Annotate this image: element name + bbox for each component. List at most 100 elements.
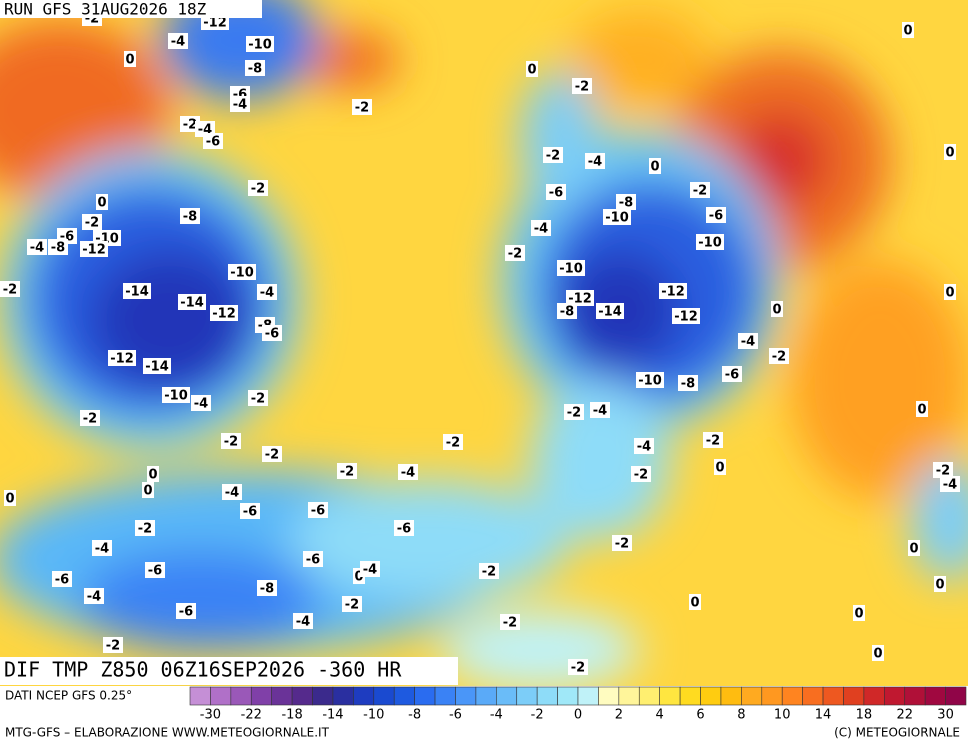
contour-label: -4	[233, 98, 247, 113]
contour-label-box	[221, 433, 241, 449]
contour-label-box	[940, 476, 960, 492]
contour-label-box	[557, 303, 577, 319]
legend-tick-label: 18	[856, 708, 873, 723]
contour-label-box	[176, 603, 196, 619]
contour-label-box	[246, 36, 274, 52]
contour-label-box	[703, 432, 723, 448]
contour-label-box	[908, 540, 920, 556]
contour-label-box	[696, 234, 724, 250]
contour-label-box	[568, 659, 588, 675]
run-label: RUN GFS 31AUG2026 18Z	[4, 0, 207, 19]
legend-swatch	[210, 686, 232, 706]
contour-label: -12	[82, 243, 106, 258]
contour-label: -2	[265, 448, 279, 463]
contour-label: 0	[690, 596, 699, 611]
contour-labels: -2 -12-4 -100-8-6-4 -20-2-2 -4-6-20-8-2-6 -10…	[0, 10, 960, 676]
legend-tick-label: 4	[656, 708, 664, 723]
contour-label-box	[443, 434, 463, 450]
contour-label-box	[178, 294, 206, 310]
contour-label-box	[634, 438, 654, 454]
contour-label-box	[180, 208, 200, 224]
legend-swatch	[373, 686, 395, 706]
legend-swatch	[332, 686, 354, 706]
legend-swatch	[741, 686, 763, 706]
legend-swatch	[455, 686, 477, 706]
contour-label-box	[590, 402, 610, 418]
legend-swatch	[638, 686, 660, 706]
contour-label-box	[80, 410, 100, 426]
contour-label-box	[240, 503, 260, 519]
legend-swatch	[904, 686, 926, 706]
contour-label: -8	[183, 210, 197, 225]
contour-label-box	[531, 220, 551, 236]
contour-label-box	[572, 78, 592, 94]
contour-label: -2	[355, 101, 369, 116]
run-box	[0, 0, 262, 18]
contour-label: -4	[363, 563, 377, 578]
contour-label-box	[352, 99, 372, 115]
map-field	[0, 0, 968, 686]
legend-tick-label: -4	[490, 708, 503, 723]
legend-swatch	[884, 686, 906, 706]
contour-label: -14	[598, 305, 622, 320]
contour-label-box	[631, 466, 651, 482]
contour-label: -8	[260, 582, 274, 597]
contour-label-box	[557, 260, 585, 276]
contour-label: -4	[741, 335, 755, 350]
contour-label: -2	[693, 184, 707, 199]
contour-label-box	[248, 390, 268, 406]
contour-label: -2	[106, 639, 120, 654]
contour-label: -4	[593, 404, 607, 419]
contour-label: -2	[936, 464, 950, 479]
legend-swatch	[679, 686, 701, 706]
contour-label: 0	[909, 542, 918, 557]
legend-tick-label: 22	[896, 708, 913, 723]
legend-tick-label: -8	[408, 708, 421, 723]
legend-tick-label: -14	[322, 708, 343, 723]
contour-label: -6	[549, 186, 563, 201]
contour-label: -10	[638, 374, 662, 389]
contour-label: -2	[575, 80, 589, 95]
legend-swatch	[924, 686, 946, 706]
contour-label-box	[526, 61, 538, 77]
contour-label: -2	[571, 661, 585, 676]
legend-swatch	[802, 686, 824, 706]
contour-label: -2	[340, 465, 354, 480]
contour-label: 0	[148, 468, 157, 483]
legend-swatch	[516, 686, 538, 706]
contour-label: -8	[681, 377, 695, 392]
contour-label-box	[84, 588, 104, 604]
contour-label: -2	[183, 118, 197, 133]
legend-tick-label: 30	[937, 708, 954, 723]
contour-label-box	[222, 484, 242, 500]
contour-label-box	[230, 96, 250, 112]
contour-label: -4	[260, 286, 274, 301]
contour-label: -2	[85, 216, 99, 231]
contour-label: 0	[354, 570, 363, 585]
legend-swatch	[945, 686, 967, 706]
contour-label: -6	[206, 135, 220, 150]
contour-label: -2	[83, 412, 97, 427]
contour-label: -6	[55, 573, 69, 588]
contour-label-box	[479, 563, 499, 579]
contour-label: -2	[567, 406, 581, 421]
contour-label: -6	[311, 504, 325, 519]
contour-label: -12	[674, 310, 698, 325]
contour-label-box	[257, 580, 277, 596]
contour-label: -4	[171, 35, 185, 50]
contour-label: -4	[401, 466, 415, 481]
legend-swatch	[761, 686, 783, 706]
contour-label: -4	[194, 397, 208, 412]
contour-label-box	[500, 614, 520, 630]
contour-label-box	[872, 645, 884, 661]
contour-label-box	[612, 535, 632, 551]
contour-label-box	[672, 308, 700, 324]
legend-swatch	[557, 686, 579, 706]
contour-label: 0	[873, 647, 882, 662]
legend-tick-label: -22	[241, 708, 262, 723]
contour-label: 0	[143, 484, 152, 499]
contour-label-box	[944, 144, 956, 160]
legend-tick-label: 2	[615, 708, 623, 723]
contour-label: -14	[145, 360, 169, 375]
contour-label: 0	[125, 53, 134, 68]
